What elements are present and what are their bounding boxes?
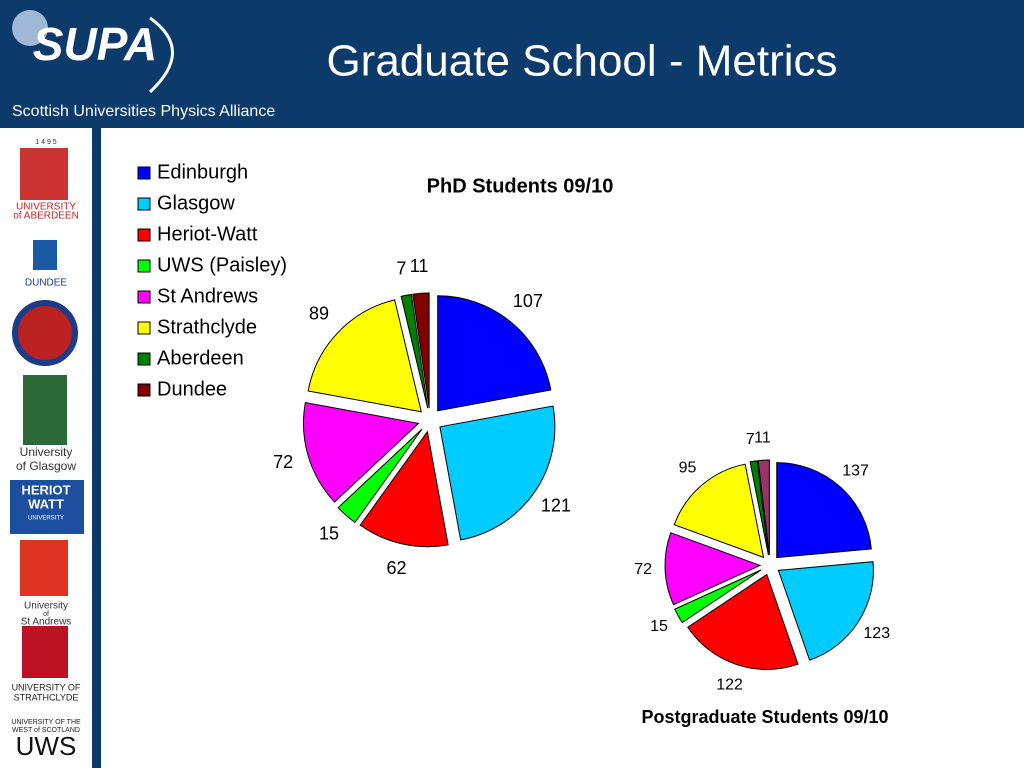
legend-swatch — [137, 259, 151, 273]
logo-heriot-watt — [10, 480, 84, 534]
header-subtitle: Scottish Universities Physics Alliance — [12, 103, 275, 120]
logo-aberdeen — [20, 148, 68, 200]
legend-swatch — [137, 197, 151, 211]
pie-slice — [673, 463, 765, 559]
sidebar-logo-text: UNIVERSITY — [28, 516, 64, 522]
sidebar-logo-text: University — [20, 445, 73, 459]
data-label: 15 — [319, 524, 339, 544]
sidebar-logo-text: 1 4 9 5 — [35, 139, 57, 146]
data-label: 137 — [842, 462, 869, 479]
logo-edinburgh — [12, 300, 78, 366]
legend-label: St Andrews — [157, 285, 258, 307]
legend-swatch — [137, 290, 151, 304]
pie-slice — [777, 561, 874, 661]
pie-slice — [359, 430, 449, 548]
sidebar-bar — [92, 128, 101, 768]
sidebar-logo-text: UWS — [16, 731, 77, 761]
slide-title: Graduate School - Metrics — [326, 37, 837, 86]
pie-slice — [307, 299, 422, 413]
pie-slice — [757, 459, 770, 556]
pie-slice — [776, 462, 872, 559]
sidebar-logo-text: University — [24, 601, 68, 612]
legend-label: Strathclyde — [157, 316, 257, 338]
logo-glasgow — [23, 375, 67, 445]
pie-slice — [303, 402, 420, 503]
data-label: 72 — [634, 561, 652, 578]
sidebar-logo-text: HERIOT — [21, 482, 70, 497]
sidebar-logo-text: STRATHCLYDE — [14, 692, 79, 702]
legend-swatch — [137, 352, 151, 366]
pie-slice — [400, 293, 429, 409]
data-label: 62 — [386, 558, 406, 578]
data-label: 121 — [541, 496, 571, 516]
pie-slice — [749, 460, 769, 556]
data-label: 95 — [679, 460, 697, 477]
legend-swatch — [137, 166, 151, 180]
data-label: 122 — [716, 677, 743, 694]
pie-slice — [674, 569, 762, 624]
data-label: 11 — [410, 256, 429, 276]
logo-text: SUPA — [33, 18, 157, 70]
sidebar-logo-text: WATT — [28, 496, 64, 511]
pie-slice — [664, 532, 762, 606]
data-label: 7 — [746, 431, 755, 448]
logo-globe — [12, 10, 48, 46]
sidebar-logo-text: WEST of SCOTLAND — [12, 727, 80, 734]
legend-swatch — [137, 383, 151, 397]
chart-title: PhD Students 09/10 — [427, 175, 614, 197]
data-label: 15 — [650, 618, 668, 635]
pie-slice — [437, 295, 552, 412]
data-label: 89 — [309, 303, 329, 323]
sidebar-logo-text: of — [43, 611, 49, 618]
legend-label: Aberdeen — [157, 347, 244, 369]
sidebar-logo-text: of ABERDEEN — [13, 211, 79, 222]
data-label: 7 — [396, 258, 406, 278]
logo-dundee — [33, 240, 57, 270]
legend-label: Glasgow — [157, 192, 235, 214]
sidebar-logo-text: DUNDEE — [25, 278, 68, 289]
legend-label: Edinburgh — [157, 161, 248, 183]
chart-title: Postgraduate Students 09/10 — [641, 707, 888, 727]
data-label: 11 — [754, 429, 771, 446]
sidebar-logo-text: St Andrews — [21, 617, 72, 628]
pie-slice — [412, 292, 430, 409]
legend-swatch — [137, 228, 151, 242]
sidebar-logo-text: UNIVERSITY — [16, 202, 76, 213]
sidebar-logo-text: of Glasgow — [16, 459, 76, 473]
sidebar-logo-text: UNIVERSITY OF THE — [11, 719, 81, 726]
pie-slice — [687, 573, 799, 670]
legend-label: UWS (Paisley) — [157, 254, 287, 276]
legend-label: Dundee — [157, 378, 227, 400]
logo-strathclyde — [22, 626, 68, 678]
data-label: 123 — [863, 625, 890, 642]
logo-arc — [148, 16, 174, 94]
data-label: 107 — [513, 291, 543, 311]
logo-st-andrews — [20, 540, 68, 596]
pie-slice — [337, 428, 423, 524]
legend-label: Heriot-Watt — [157, 223, 258, 245]
data-label: 72 — [273, 452, 293, 472]
pie-slice — [439, 405, 556, 541]
legend-swatch — [137, 321, 151, 335]
sidebar-logo-text: UNIVERSITY OF — [12, 682, 81, 692]
